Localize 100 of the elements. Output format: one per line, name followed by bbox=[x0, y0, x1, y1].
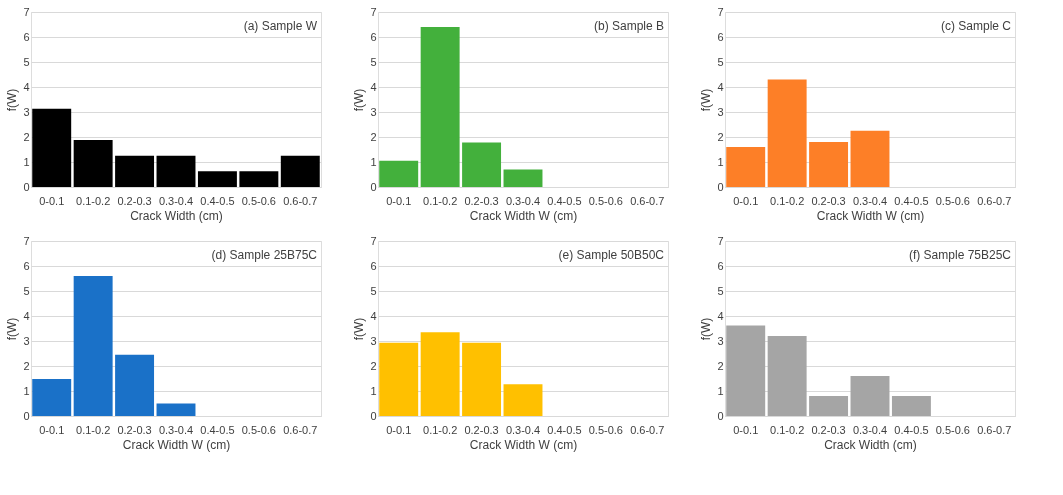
x-tick-label: 0.6-0.7 bbox=[977, 194, 1012, 207]
x-tick-label: 0.3-0.4 bbox=[158, 423, 194, 436]
bar bbox=[32, 108, 72, 187]
y-tick-label: 0 bbox=[23, 409, 30, 422]
x-tick-label: 0-0.1 bbox=[386, 194, 412, 207]
bar bbox=[767, 336, 807, 416]
x-tick-label: 0.5-0.6 bbox=[935, 423, 970, 436]
x-tick-label: 0.3-0.4 bbox=[158, 194, 194, 207]
bar bbox=[809, 396, 849, 416]
text: (c) Sample C bbox=[940, 19, 1012, 33]
y-tick-label: 1 bbox=[717, 384, 724, 397]
bar bbox=[503, 384, 543, 416]
x-tick-label: 0.1-0.2 bbox=[770, 423, 805, 436]
x-tick-label: 0.5-0.6 bbox=[935, 194, 970, 207]
y-tick-label: 7 bbox=[370, 5, 377, 18]
text: (b) Sample B bbox=[593, 19, 664, 33]
x-tick-label: 0.6-0.7 bbox=[283, 194, 318, 207]
bar bbox=[32, 379, 72, 416]
bar bbox=[197, 171, 237, 187]
x-tick-label: 0-0.1 bbox=[733, 423, 759, 436]
bar bbox=[891, 396, 931, 416]
y-tick-label: 1 bbox=[370, 384, 377, 397]
bar bbox=[462, 142, 502, 187]
y-tick-label: 0 bbox=[717, 409, 724, 422]
y-tick-label: 4 bbox=[370, 309, 377, 322]
x-tick-label: 0.4-0.5 bbox=[547, 423, 582, 436]
y-axis-title: f(W) bbox=[352, 317, 367, 341]
bar bbox=[462, 342, 502, 416]
x-tick-label: 0.4-0.5 bbox=[894, 194, 929, 207]
x-tick-label: 0.5-0.6 bbox=[588, 423, 623, 436]
y-tick-label: 0 bbox=[717, 180, 724, 193]
y-tick-label: 7 bbox=[23, 234, 30, 247]
bar bbox=[726, 147, 766, 187]
bar bbox=[420, 332, 460, 416]
text: (a) Sample W bbox=[243, 19, 318, 33]
y-tick-label: 6 bbox=[370, 259, 377, 272]
x-tick-label: 0.5-0.6 bbox=[241, 423, 276, 436]
x-tick-label: 0.1-0.2 bbox=[423, 194, 458, 207]
y-tick-label: 4 bbox=[717, 80, 724, 93]
y-tick-label: 2 bbox=[717, 130, 724, 143]
y-tick-label: 3 bbox=[23, 105, 30, 118]
y-tick-label: 5 bbox=[23, 284, 30, 297]
y-tick-label: 5 bbox=[717, 284, 724, 297]
x-tick-label: 0.6-0.7 bbox=[630, 423, 665, 436]
y-axis-title: f(W) bbox=[5, 88, 20, 112]
y-tick-label: 0 bbox=[370, 180, 377, 193]
x-tick-label: 0.1-0.2 bbox=[770, 194, 805, 207]
y-tick-label: 1 bbox=[370, 155, 377, 168]
bar bbox=[379, 342, 419, 416]
y-tick-label: 7 bbox=[717, 234, 724, 247]
x-tick-label: 0.6-0.7 bbox=[977, 423, 1012, 436]
y-tick-label: 6 bbox=[717, 259, 724, 272]
y-tick-label: 2 bbox=[717, 359, 724, 372]
x-tick-label: 0.3-0.4 bbox=[505, 194, 541, 207]
bar bbox=[239, 171, 279, 187]
y-tick-label: 5 bbox=[717, 55, 724, 68]
y-tick-label: 6 bbox=[23, 30, 30, 43]
x-tick-label: 0.4-0.5 bbox=[200, 423, 235, 436]
bar bbox=[280, 155, 320, 187]
x-axis-title: Crack Width (cm) bbox=[824, 437, 917, 452]
y-axis-title: f(W) bbox=[699, 317, 714, 341]
bar bbox=[73, 276, 113, 416]
y-tick-label: 6 bbox=[23, 259, 30, 272]
y-tick-label: 3 bbox=[23, 334, 30, 347]
x-tick-label: 0.2-0.3 bbox=[117, 194, 152, 207]
y-tick-label: 3 bbox=[717, 105, 724, 118]
x-tick-label: 0.2-0.3 bbox=[117, 423, 152, 436]
x-tick-label: 0.5-0.6 bbox=[241, 194, 276, 207]
y-tick-label: 5 bbox=[370, 284, 377, 297]
x-tick-label: 0.1-0.2 bbox=[76, 194, 111, 207]
x-axis-title: Crack Width W (cm) bbox=[469, 437, 578, 452]
x-axis-title: Crack Width (cm) bbox=[130, 208, 223, 223]
bar bbox=[850, 130, 890, 187]
x-tick-label: 0.3-0.4 bbox=[852, 194, 888, 207]
bar bbox=[379, 160, 419, 187]
x-tick-label: 0.2-0.3 bbox=[811, 194, 846, 207]
text: (f) Sample 75B25C bbox=[908, 248, 1012, 262]
x-tick-label: 0.3-0.4 bbox=[505, 423, 541, 436]
x-tick-label: 0-0.1 bbox=[39, 194, 65, 207]
y-tick-label: 2 bbox=[370, 359, 377, 372]
x-tick-label: 0.2-0.3 bbox=[464, 423, 499, 436]
y-tick-label: 1 bbox=[23, 384, 30, 397]
y-tick-label: 4 bbox=[370, 80, 377, 93]
y-tick-label: 4 bbox=[23, 309, 30, 322]
bar bbox=[767, 79, 807, 187]
y-tick-label: 4 bbox=[717, 309, 724, 322]
y-tick-label: 6 bbox=[370, 30, 377, 43]
y-tick-label: 4 bbox=[23, 80, 30, 93]
x-tick-label: 0-0.1 bbox=[733, 194, 759, 207]
x-tick-label: 0.5-0.6 bbox=[588, 194, 623, 207]
y-tick-label: 2 bbox=[23, 359, 30, 372]
x-axis-title: Crack Width W (cm) bbox=[122, 437, 231, 452]
y-axis-title: f(W) bbox=[5, 317, 20, 341]
y-tick-label: 7 bbox=[370, 234, 377, 247]
y-tick-label: 2 bbox=[23, 130, 30, 143]
y-tick-label: 0 bbox=[370, 409, 377, 422]
y-tick-label: 2 bbox=[370, 130, 377, 143]
text: (d) Sample 25B75C bbox=[211, 248, 318, 262]
bar bbox=[156, 155, 196, 187]
x-tick-label: 0.1-0.2 bbox=[76, 423, 111, 436]
